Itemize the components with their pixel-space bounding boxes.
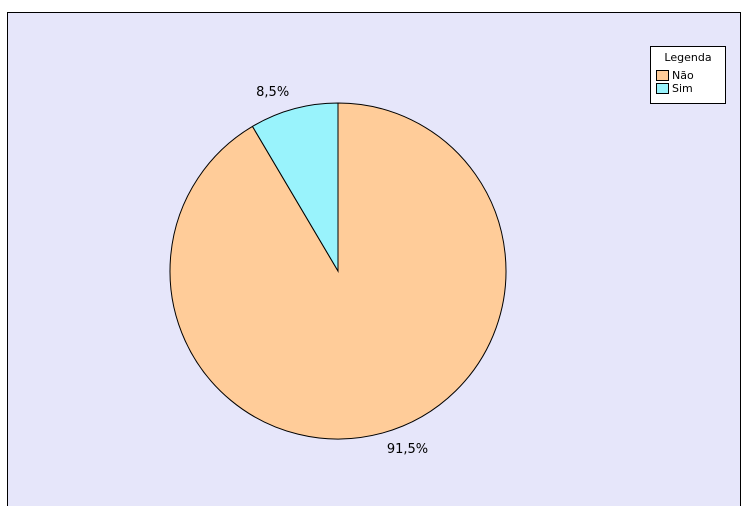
legend-title: Legenda — [664, 51, 711, 64]
legend-swatch — [656, 83, 669, 94]
legend-swatch — [656, 70, 669, 81]
legend-label: Sim — [672, 82, 693, 95]
data-label: 91,5% — [387, 442, 428, 457]
data-label: 8,5% — [256, 85, 289, 100]
pie-slice — [251, 102, 339, 273]
legend-label: Não — [672, 69, 694, 82]
